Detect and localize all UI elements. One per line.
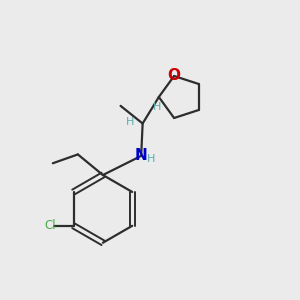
Text: Cl: Cl	[44, 219, 56, 232]
Text: H: H	[153, 102, 161, 112]
Text: N: N	[135, 148, 148, 164]
Text: O: O	[168, 68, 181, 83]
Text: H: H	[126, 117, 134, 127]
Text: H: H	[146, 154, 155, 164]
